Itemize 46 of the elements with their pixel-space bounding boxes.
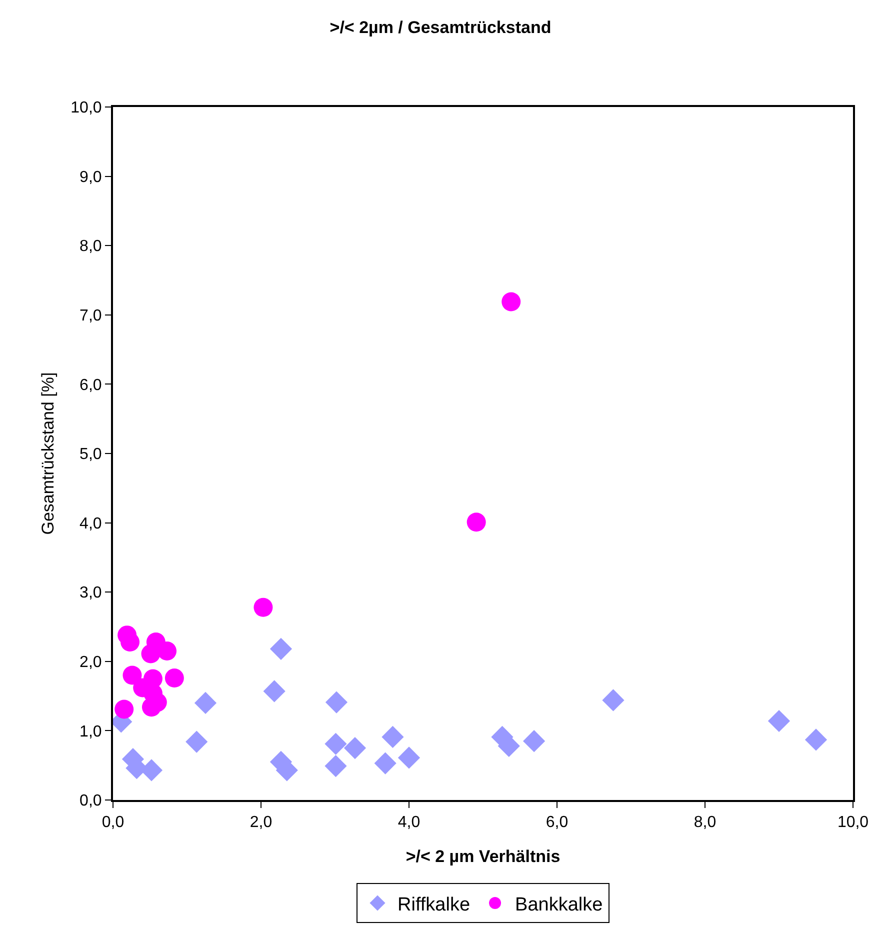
point xyxy=(186,730,208,753)
x-tick-label: 2,0 xyxy=(250,814,272,832)
y-axis-title: Gesamtrückstand [%] xyxy=(38,372,58,535)
chart-title: >/< 2µm / Gesamtrückstand xyxy=(330,18,552,37)
y-tick-label: 8,0 xyxy=(80,238,102,256)
y-tick-label: 5,0 xyxy=(80,446,102,464)
y-tick-label: 3,0 xyxy=(80,584,102,602)
x-tick-label: 4,0 xyxy=(398,814,420,832)
y-tick-label: 6,0 xyxy=(80,376,102,394)
point xyxy=(502,292,521,312)
point xyxy=(602,689,624,712)
legend-label: Bankkalke xyxy=(515,894,603,916)
point xyxy=(382,726,404,748)
point xyxy=(141,644,160,664)
y-tick-label: 7,0 xyxy=(80,308,102,324)
y-tick-label: 9,0 xyxy=(80,168,102,186)
point xyxy=(158,642,177,660)
x-tick-label: 0,0 xyxy=(102,814,124,832)
point xyxy=(466,512,486,532)
point xyxy=(324,754,347,778)
point xyxy=(324,732,347,755)
point xyxy=(263,680,286,702)
y-tick-label: 0,0 xyxy=(80,792,102,810)
x-tick-label: 8,0 xyxy=(694,814,716,832)
point xyxy=(254,598,273,617)
point xyxy=(164,668,184,688)
x-tick-label: 10,0 xyxy=(837,814,869,832)
point xyxy=(122,666,142,685)
point xyxy=(374,752,396,774)
y-tick-label: 2,0 xyxy=(80,654,102,671)
point xyxy=(194,692,217,714)
x-axis-title: >/< 2 µm Verhältnis xyxy=(406,847,560,866)
point xyxy=(804,728,828,751)
point xyxy=(344,736,366,760)
y-tick-label: 1,0 xyxy=(80,723,102,740)
x-tick-label: 6,0 xyxy=(546,814,568,832)
point xyxy=(398,746,420,769)
point xyxy=(325,691,348,714)
point xyxy=(523,730,546,752)
legend-label: Riffkalke xyxy=(398,894,470,916)
point xyxy=(142,698,161,717)
point xyxy=(270,638,292,660)
y-tick-label: 10,0 xyxy=(70,100,102,117)
point xyxy=(114,700,134,719)
y-tick-label: 4,0 xyxy=(80,515,102,532)
point xyxy=(768,710,790,732)
